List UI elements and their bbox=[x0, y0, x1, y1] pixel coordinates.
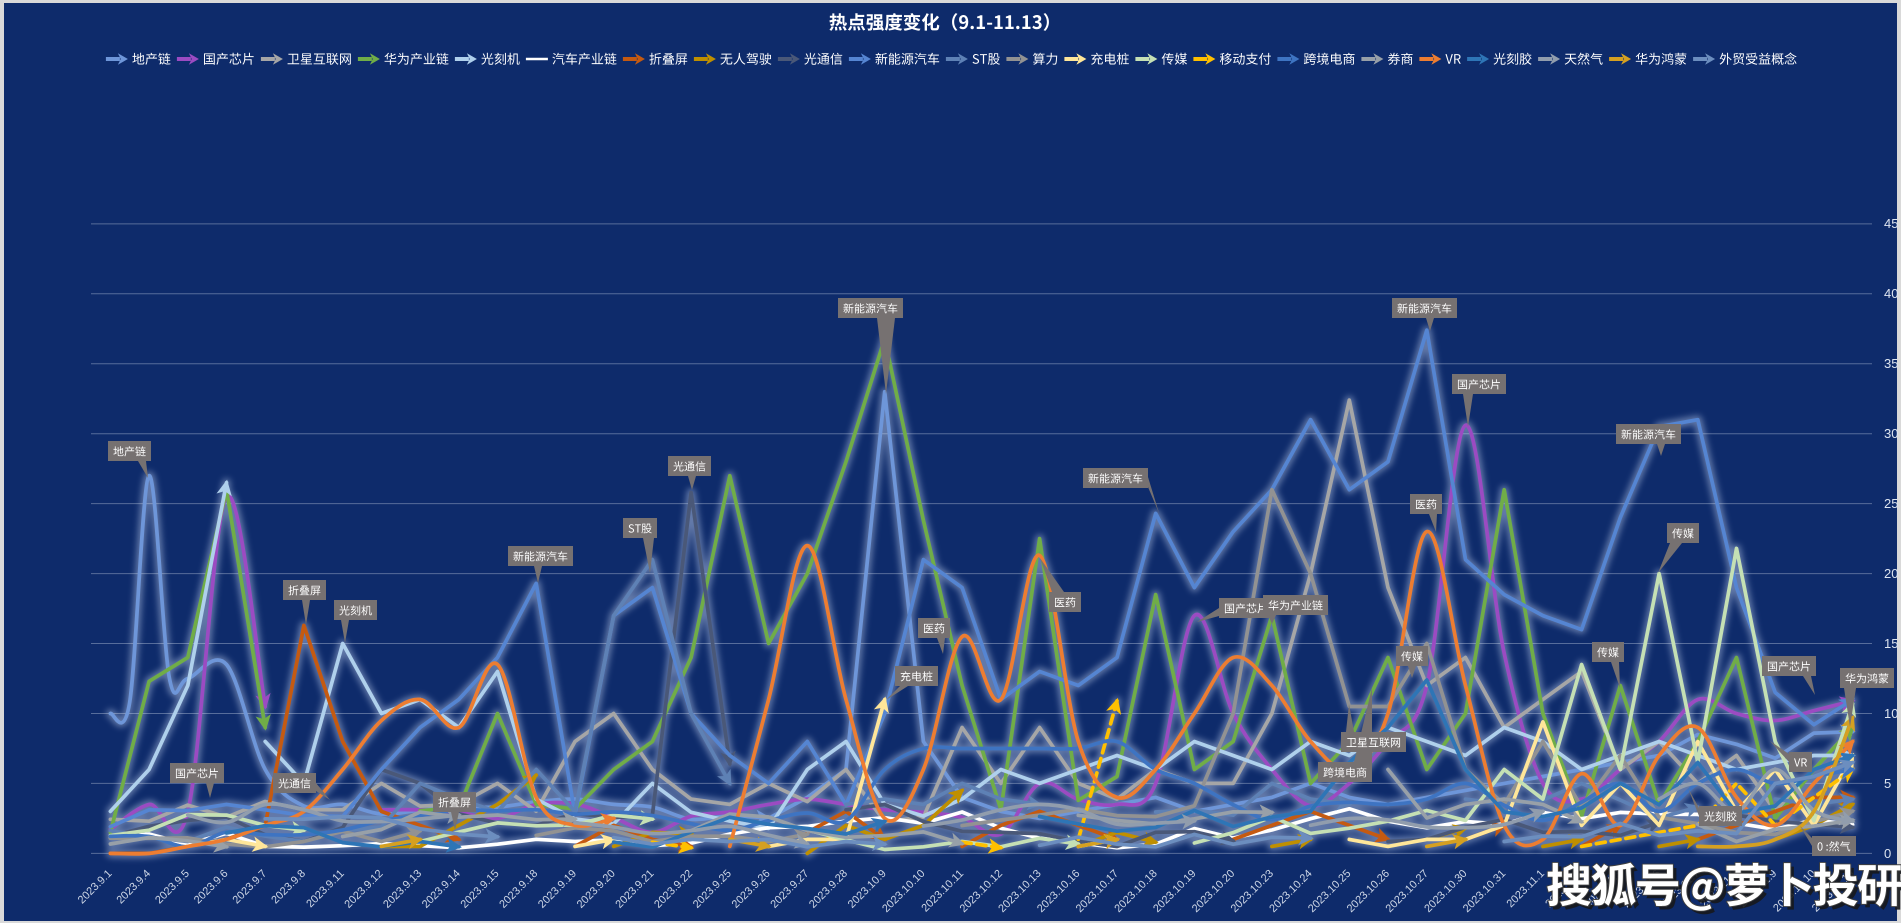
svg-text:35: 35 bbox=[1884, 356, 1898, 371]
svg-text:0: 0 bbox=[1884, 846, 1891, 861]
svg-text:20: 20 bbox=[1884, 566, 1898, 581]
svg-text:30: 30 bbox=[1884, 426, 1898, 441]
svg-text:5: 5 bbox=[1884, 776, 1891, 791]
svg-text:45: 45 bbox=[1884, 216, 1898, 231]
svg-text:10: 10 bbox=[1884, 706, 1898, 721]
svg-text:25: 25 bbox=[1884, 496, 1898, 511]
svg-text:40: 40 bbox=[1884, 286, 1898, 301]
svg-text:15: 15 bbox=[1884, 636, 1898, 651]
